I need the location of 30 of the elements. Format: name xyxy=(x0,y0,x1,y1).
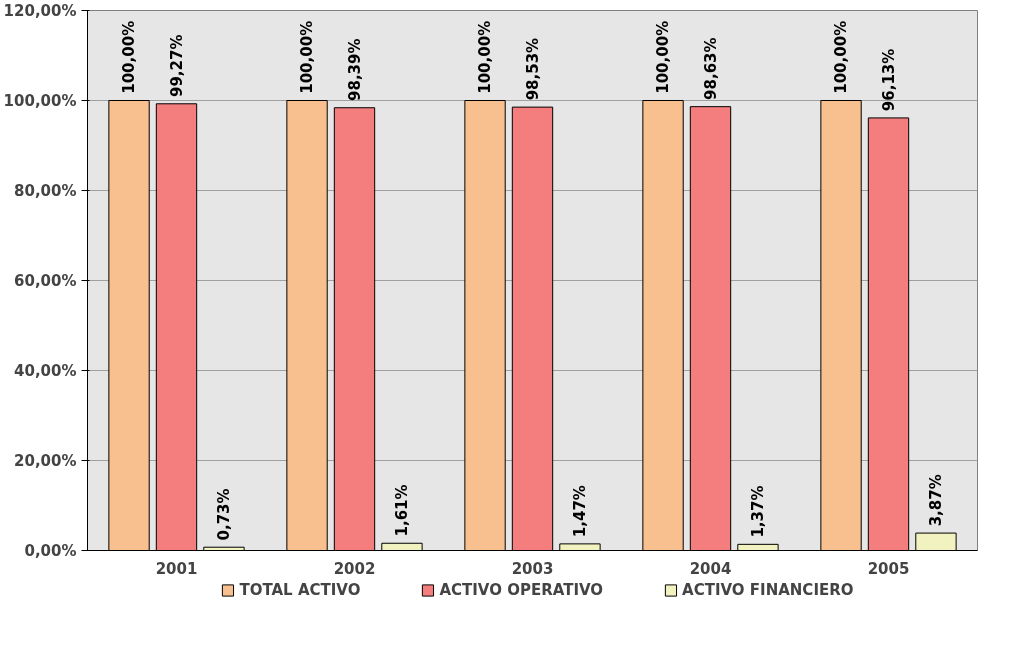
data-label: 100,00% xyxy=(832,20,851,94)
data-label: 1,37% xyxy=(748,485,767,538)
data-label: 100,00% xyxy=(476,20,495,94)
data-label: 100,00% xyxy=(654,20,673,94)
legend-label: ACTIVO FINANCIERO xyxy=(682,580,854,599)
data-label: 98,53% xyxy=(523,37,542,101)
y-tick-label: 60,00% xyxy=(14,271,77,290)
x-tick-label: 2001 xyxy=(155,559,198,578)
x-tick-label: 2002 xyxy=(333,559,376,578)
y-tick-label: 100,00% xyxy=(3,91,77,110)
data-label: 100,00% xyxy=(298,20,317,94)
legend-label: ACTIVO OPERATIVO xyxy=(439,580,604,599)
data-label: 3,87% xyxy=(926,474,945,527)
y-tick-label: 0,00% xyxy=(24,541,77,560)
data-label: 98,39% xyxy=(345,38,364,101)
data-label: 0,73% xyxy=(214,488,233,541)
y-tick-label: 80,00% xyxy=(14,181,77,200)
x-tick-label: 2003 xyxy=(511,559,554,578)
data-label: 1,61% xyxy=(392,484,411,537)
y-tick-label: 40,00% xyxy=(14,361,77,380)
data-label: 99,27% xyxy=(167,34,186,98)
x-tick-label: 2005 xyxy=(867,559,910,578)
legend-label: TOTAL ACTIVO xyxy=(239,580,361,599)
y-tick-label: 20,00% xyxy=(14,451,77,470)
y-tick-label: 120,00% xyxy=(3,1,77,20)
x-tick-label: 2004 xyxy=(689,559,732,578)
data-label: 100,00% xyxy=(120,20,139,94)
data-label: 96,13% xyxy=(879,48,898,112)
data-label: 1,47% xyxy=(570,485,589,538)
data-label: 98,63% xyxy=(701,37,720,100)
